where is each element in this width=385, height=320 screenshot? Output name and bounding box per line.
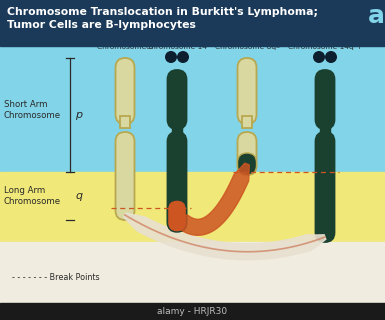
Text: Translocation
Chromosome 14q +: Translocation Chromosome 14q + bbox=[288, 36, 362, 50]
FancyBboxPatch shape bbox=[167, 200, 186, 232]
Text: Normal
Chromosome 14: Normal Chromosome 14 bbox=[147, 36, 208, 50]
FancyBboxPatch shape bbox=[116, 58, 134, 124]
FancyBboxPatch shape bbox=[167, 70, 186, 129]
FancyBboxPatch shape bbox=[315, 132, 335, 242]
Bar bbox=[0, 303, 385, 320]
FancyBboxPatch shape bbox=[315, 70, 335, 129]
Bar bbox=[242, 116, 252, 128]
Bar bbox=[0, 172, 385, 242]
Text: Short Arm
Chromosome: Short Arm Chromosome bbox=[4, 100, 61, 120]
FancyBboxPatch shape bbox=[238, 153, 256, 175]
Text: alamy - HRJR30: alamy - HRJR30 bbox=[157, 307, 227, 316]
Ellipse shape bbox=[325, 51, 337, 63]
Bar bbox=[0, 0, 385, 46]
Bar bbox=[0, 242, 385, 303]
Text: Translocation
Chromosome 8q–: Translocation Chromosome 8q– bbox=[214, 36, 280, 50]
FancyBboxPatch shape bbox=[116, 132, 134, 220]
Text: Normal
Chromosome 8: Normal Chromosome 8 bbox=[97, 36, 153, 50]
Bar bbox=[172, 121, 182, 133]
Text: q: q bbox=[75, 191, 82, 201]
Bar bbox=[120, 116, 130, 128]
FancyBboxPatch shape bbox=[238, 132, 256, 175]
Text: - - - - - - - Break Points: - - - - - - - Break Points bbox=[12, 274, 100, 283]
Text: Long Arm
Chromosome: Long Arm Chromosome bbox=[4, 186, 61, 206]
Bar bbox=[320, 121, 330, 133]
Ellipse shape bbox=[177, 51, 189, 63]
Text: p: p bbox=[75, 110, 82, 120]
Text: Tumor Cells are B-lymphocytes: Tumor Cells are B-lymphocytes bbox=[7, 20, 196, 30]
FancyBboxPatch shape bbox=[167, 132, 186, 232]
Text: Chromosome Translocation in Burkitt's Lymphoma;: Chromosome Translocation in Burkitt's Ly… bbox=[7, 7, 318, 17]
Bar bbox=[0, 46, 385, 172]
Ellipse shape bbox=[165, 51, 177, 63]
Polygon shape bbox=[124, 213, 326, 260]
Polygon shape bbox=[175, 163, 249, 235]
FancyBboxPatch shape bbox=[238, 58, 256, 124]
Text: a: a bbox=[368, 4, 385, 28]
Ellipse shape bbox=[313, 51, 325, 63]
